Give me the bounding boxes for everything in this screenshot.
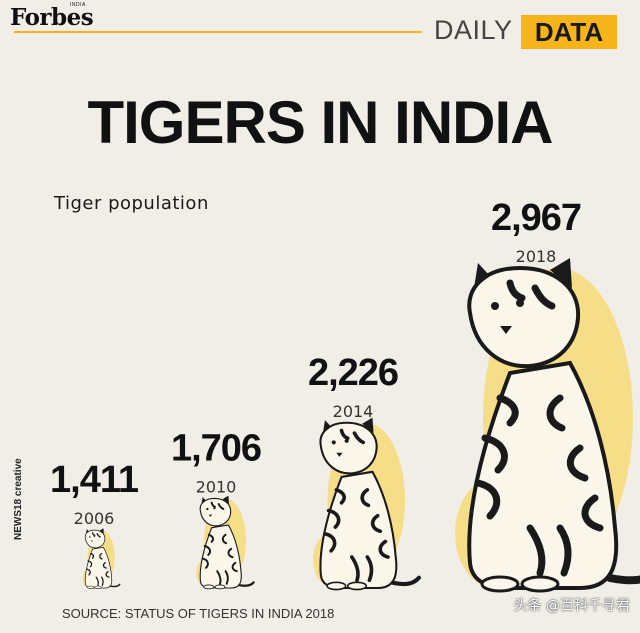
value-label-2018: 2,967	[491, 197, 581, 239]
tiger-mark-2010	[196, 495, 255, 590]
year-label-2018: 2018	[516, 247, 557, 266]
data-badge: DATA	[521, 15, 617, 49]
tiger-mark-2014	[313, 417, 422, 591]
daily-label: DAILY	[434, 15, 513, 45]
forbes-logo: Forbes	[10, 4, 94, 31]
tiger-mark-2018	[455, 258, 640, 593]
forbes-edition: INDIA	[70, 2, 86, 8]
year-label-2010: 2010	[196, 477, 237, 496]
chart-title: Tiger population	[54, 193, 209, 214]
value-label-2010: 1,706	[171, 427, 261, 469]
headline: TIGERS IN INDIA	[87, 89, 553, 156]
year-label-2006: 2006	[74, 509, 115, 528]
news18-creative-credit: NEWS18 creative	[13, 458, 24, 540]
header-rule	[14, 31, 422, 33]
year-label-2014: 2014	[333, 402, 374, 421]
value-label-2006: 1,411	[50, 459, 139, 501]
tiger-mark-2006	[82, 528, 121, 589]
source-note: SOURCE: STATUS OF TIGERS IN INDIA 2018	[62, 606, 335, 621]
data-label: DATA	[534, 16, 604, 47]
watermark: 头条 @百科千寻君	[513, 598, 630, 614]
value-label-2014: 2,226	[308, 352, 398, 394]
